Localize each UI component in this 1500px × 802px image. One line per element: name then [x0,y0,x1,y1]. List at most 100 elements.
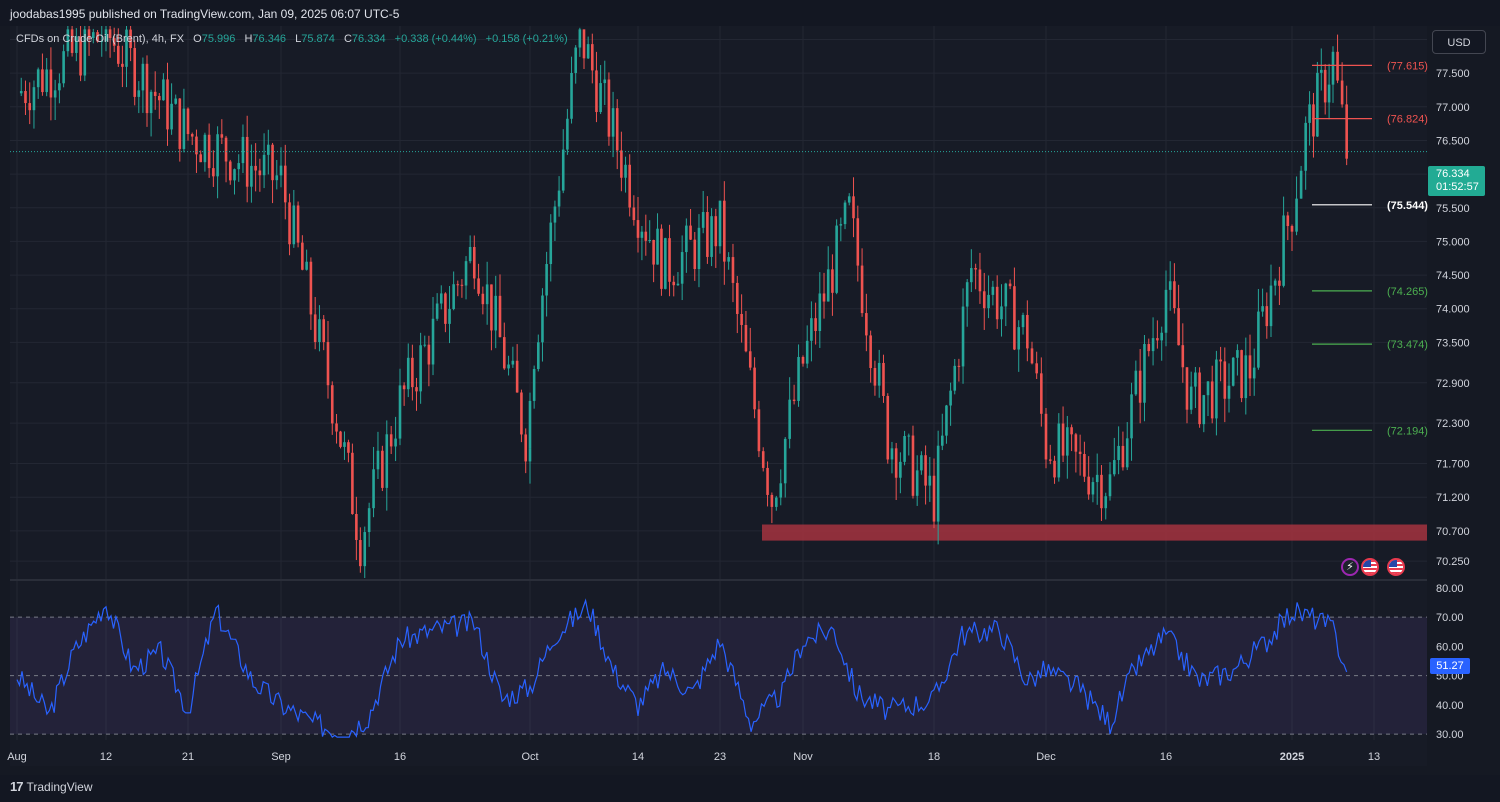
time-axis-label: 2025 [1280,751,1304,763]
candle-body [961,306,965,367]
candle-body [372,469,375,509]
time-axis-label: Aug [7,751,27,763]
candle-body [524,434,528,462]
candle-body [207,134,211,169]
candle-body [376,450,380,470]
candle-body [818,293,822,331]
candle-body [1316,72,1319,137]
candle-body [1008,283,1012,287]
candle-body [1000,306,1003,320]
candle-body [1160,332,1163,341]
candle-body [805,340,809,364]
candle-body [624,164,627,178]
candle-body [502,337,506,369]
time-axis-label: 18 [928,751,940,763]
candle-body [995,286,999,320]
tradingview-branding[interactable]: 17 TradingView [10,779,93,794]
candle-body [735,282,739,314]
candle-body [1252,367,1256,379]
candle-body [129,29,132,49]
candle-body [28,103,32,111]
candle-body [41,69,44,93]
candle-body [1189,386,1193,410]
candle-body [1210,381,1214,419]
candle-body [1173,281,1176,309]
candle-body [233,169,236,181]
candle-body [1240,350,1243,399]
candle-body [1134,370,1138,395]
event-markers: ⚡ [1341,558,1405,576]
candle-body [477,278,480,294]
candle-body [330,385,334,424]
candle-body [431,318,435,365]
candle-body [1070,427,1073,435]
candle-body [145,63,149,114]
bolt-icon[interactable]: ⚡ [1341,558,1359,576]
candle-body [158,95,161,101]
candle-body [1151,338,1155,352]
candle-body [1177,308,1180,346]
candle-body [490,284,493,331]
candle-body [714,216,718,247]
candle-body [520,392,523,435]
candle-body [271,144,274,181]
candle-body [1030,348,1034,364]
candle-body [668,238,671,282]
candle-body [121,63,124,67]
candle-body [882,362,885,396]
candle-body [957,365,961,367]
last-price-tag: 76.334 01:52:57 [1428,166,1485,196]
us-flag-icon[interactable] [1387,558,1405,576]
candle-body [228,161,232,181]
candle-body [498,295,502,338]
candle-body [744,324,748,352]
candle-body [507,364,510,369]
candle-body [427,344,431,365]
candle-body [1327,84,1331,103]
candle-body [557,190,561,207]
price-axis-label: 75.500 [1436,203,1470,215]
candle-body [1044,413,1048,460]
candle-body [685,225,688,253]
candle-body [385,434,389,488]
candle-body [79,36,82,76]
candle-body [220,134,224,138]
candle-body [178,98,182,149]
candle-body [472,246,476,279]
legend-low-label: L [295,33,302,45]
candle-body [250,165,253,187]
candle-body [599,83,602,113]
candle-body [45,69,48,93]
candle-body [1057,423,1061,478]
candle-body [125,29,128,67]
candle-body [603,79,607,84]
us-flag-icon[interactable] [1361,558,1379,576]
candle-body [1035,363,1038,374]
currency-button[interactable]: USD [1432,30,1486,54]
candle-body [693,239,697,270]
price-axis-label: 75.000 [1436,236,1470,248]
candle-body [974,268,977,270]
candle-body [940,435,944,446]
candle-body [402,385,406,390]
candle-body [1223,361,1227,399]
rsi-band [10,617,1427,735]
candle-body [411,357,414,388]
candle-body [1078,451,1082,455]
candle-body [1053,460,1056,478]
candle-body [920,455,923,471]
candle-body [1273,280,1277,286]
candle-body [701,212,705,228]
candle-body [731,257,735,283]
candle-body [810,318,813,341]
candle-body [394,438,397,447]
candle-body [1244,355,1248,399]
candle-body [301,242,304,270]
candle-body [485,284,489,305]
candle-body [406,357,410,390]
candle-body [36,69,40,88]
candle-body [1040,373,1043,414]
candle-body [83,29,87,76]
candle-body [723,200,726,262]
